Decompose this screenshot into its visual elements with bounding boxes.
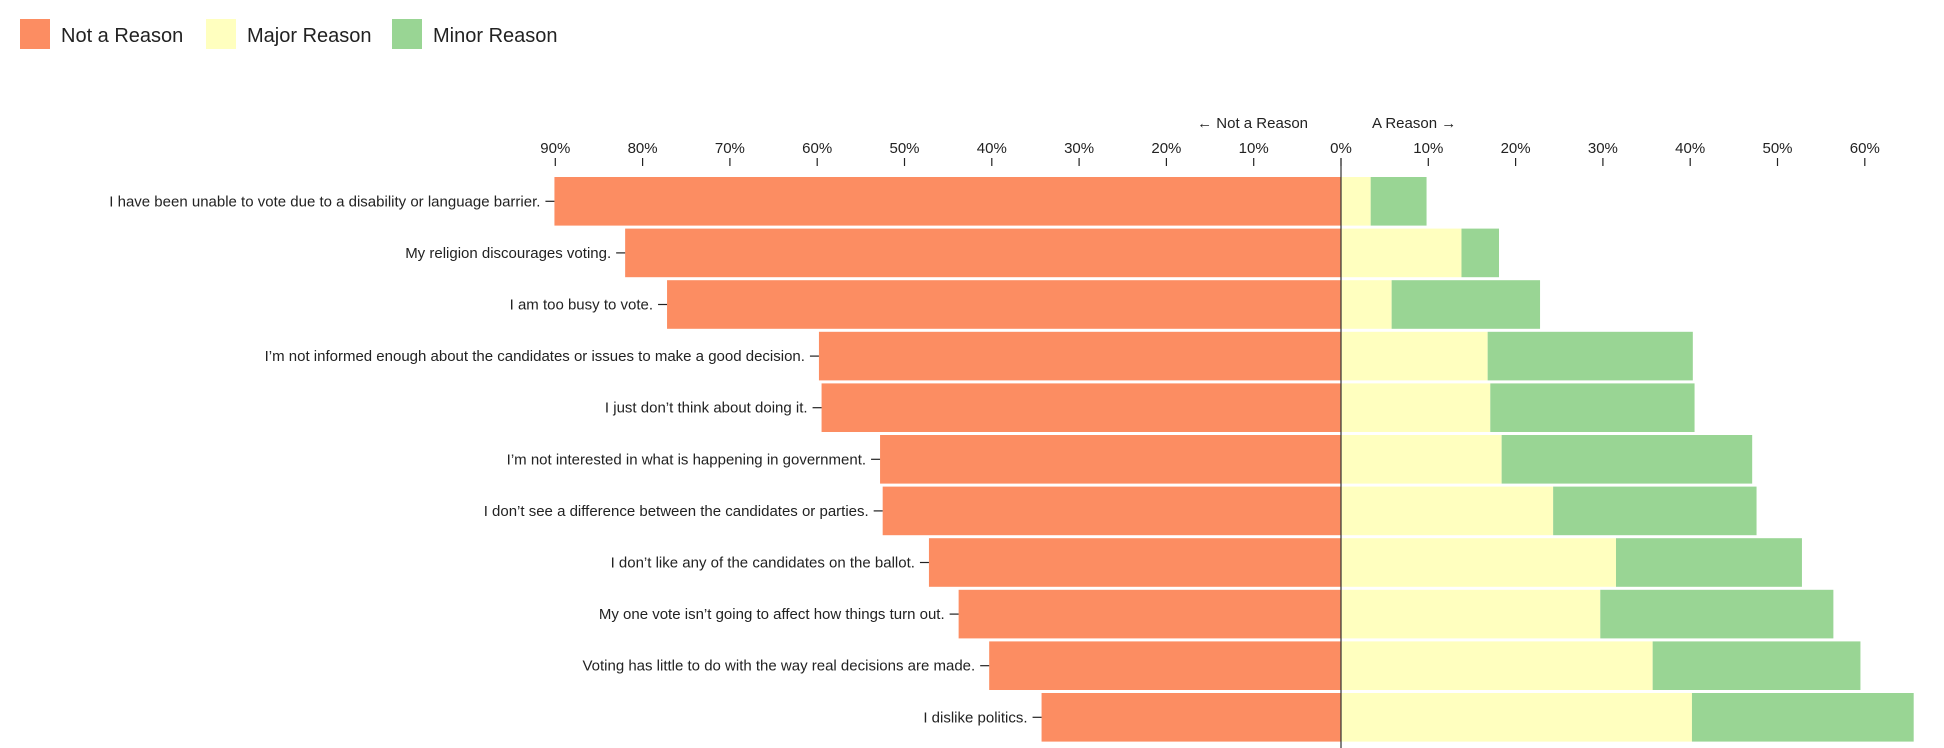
bar-major-reason xyxy=(1341,331,1488,381)
bar-not-a-reason xyxy=(667,280,1341,329)
x-tick-label: 60% xyxy=(802,140,832,157)
legend-swatch-minor-reason xyxy=(392,19,422,49)
category-labels: I have been unable to vote due to a disa… xyxy=(109,193,1042,726)
category-label: I just don’t think about doing it. xyxy=(605,400,808,417)
x-axis: 90% 80% 70% 60% 50% 40% 30% 20% 10% 0% 10% 20% 30% 40… xyxy=(540,140,1880,166)
category-label: I don’t like any of the candidates on th… xyxy=(611,555,915,572)
bar-minor-reason xyxy=(1652,641,1861,690)
bar-major-reason xyxy=(1341,641,1653,690)
bar-minor-reason xyxy=(1487,331,1693,381)
category-label: I’m not informed enough about the candid… xyxy=(265,348,805,365)
bars xyxy=(554,177,1914,742)
bar-major-reason xyxy=(1341,538,1616,587)
bar-not-a-reason xyxy=(554,177,1341,226)
x-tick-label: 70% xyxy=(715,140,745,157)
bar-major-reason xyxy=(1341,693,1692,742)
legend-swatch-major-reason xyxy=(206,19,236,49)
bar-not-a-reason xyxy=(821,383,1341,432)
category-label: I have been unable to vote due to a disa… xyxy=(109,193,540,210)
bar-not-a-reason xyxy=(1041,693,1341,742)
bar-minor-reason xyxy=(1461,228,1500,278)
bar-minor-reason xyxy=(1691,693,1914,742)
x-tick-label: 10% xyxy=(1239,140,1269,157)
category-label: I’m not interested in what is happening … xyxy=(507,451,866,468)
x-tick-label: 50% xyxy=(1762,140,1792,157)
bar-not-a-reason xyxy=(882,486,1341,536)
bar-not-a-reason xyxy=(928,538,1341,587)
category-label: My one vote isn’t going to affect how th… xyxy=(599,606,945,623)
bar-major-reason xyxy=(1341,177,1371,226)
x-tick-label: 40% xyxy=(1675,140,1705,157)
x-tick-label: 20% xyxy=(1151,140,1181,157)
legend: Not a Reason Major Reason Minor Reason xyxy=(20,19,558,49)
bar-minor-reason xyxy=(1600,589,1834,639)
bar-minor-reason xyxy=(1615,538,1802,587)
bar-minor-reason xyxy=(1391,280,1541,329)
bar-not-a-reason xyxy=(880,435,1341,484)
bar-not-a-reason xyxy=(958,589,1341,639)
x-tick-label: 30% xyxy=(1064,140,1094,157)
bar-major-reason xyxy=(1341,280,1392,329)
x-tick-label: 0% xyxy=(1330,140,1352,157)
x-tick-label: 90% xyxy=(540,140,570,157)
bar-not-a-reason xyxy=(989,641,1341,690)
bar-major-reason xyxy=(1341,228,1462,278)
x-tick-label: 40% xyxy=(977,140,1007,157)
bar-not-a-reason xyxy=(625,228,1341,278)
legend-label-major-reason: Major Reason xyxy=(247,25,372,47)
bar-minor-reason xyxy=(1553,486,1757,536)
direction-label-left: ← Not a Reason xyxy=(1197,115,1308,132)
bar-major-reason xyxy=(1341,383,1491,432)
bar-major-reason xyxy=(1341,486,1554,536)
x-tick-label: 30% xyxy=(1588,140,1618,157)
legend-label-minor-reason: Minor Reason xyxy=(433,25,558,47)
bar-not-a-reason xyxy=(818,331,1341,381)
x-tick-label: 50% xyxy=(889,140,919,157)
category-label: I dislike politics. xyxy=(923,709,1027,726)
bar-minor-reason xyxy=(1490,383,1695,432)
legend-swatch-not-a-reason xyxy=(20,19,50,49)
category-label: I am too busy to vote. xyxy=(510,297,653,314)
bar-major-reason xyxy=(1341,435,1502,484)
legend-label-not-a-reason: Not a Reason xyxy=(61,25,183,47)
x-tick-label: 60% xyxy=(1850,140,1880,157)
bar-minor-reason xyxy=(1370,177,1427,226)
x-tick-label: 80% xyxy=(628,140,658,157)
x-tick-label: 10% xyxy=(1413,140,1443,157)
direction-label-right: A Reason → xyxy=(1372,115,1456,132)
category-label: My religion discourages voting. xyxy=(405,245,611,262)
bar-major-reason xyxy=(1341,589,1601,639)
category-label: Voting has little to do with the way rea… xyxy=(582,658,975,675)
x-tick-label: 20% xyxy=(1501,140,1531,157)
bar-minor-reason xyxy=(1501,435,1753,484)
category-label: I don’t see a difference between the can… xyxy=(484,503,869,520)
